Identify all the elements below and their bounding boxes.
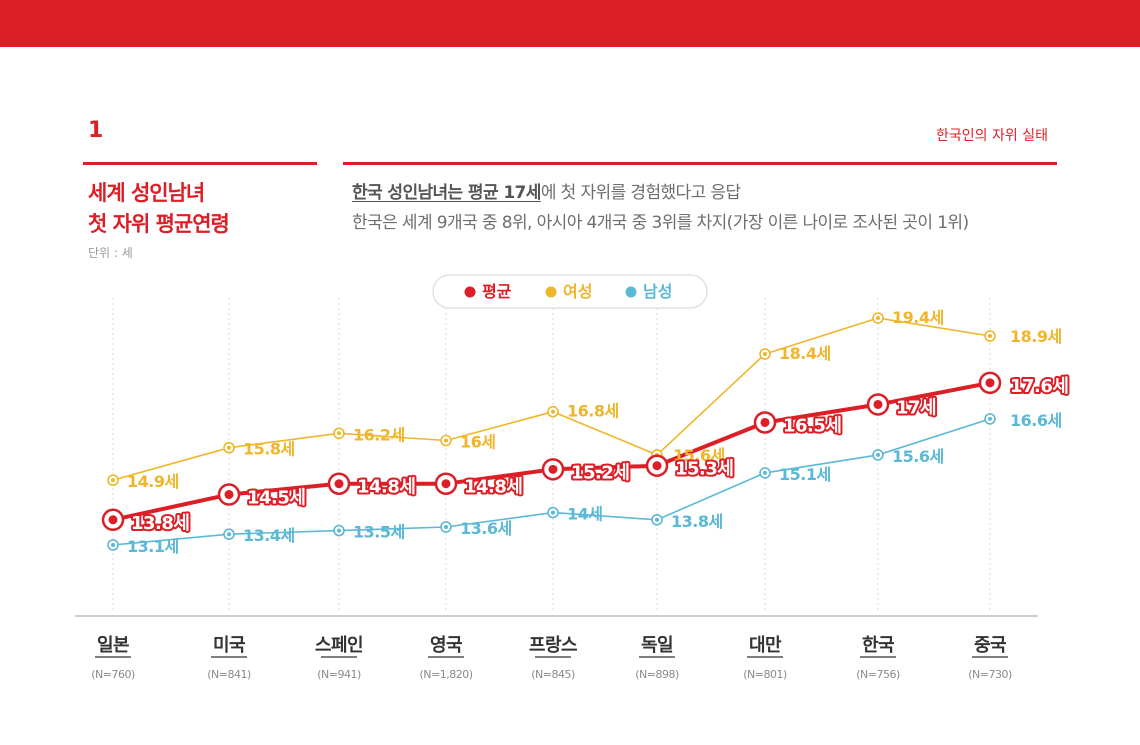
data-label-female: 19.4세 — [892, 308, 944, 327]
x-tick-label: 일본 — [97, 635, 129, 656]
point-core-male — [988, 416, 992, 421]
chart-title-line2: 첫 자위 평균연령 — [88, 212, 230, 236]
point-core-female — [551, 409, 555, 414]
legend-dot-average — [464, 286, 476, 298]
data-label-male: 13.1세 — [127, 537, 179, 556]
x-tick-label: 미국 — [213, 635, 245, 656]
x-tick-label: 영국 — [430, 635, 462, 656]
point-core-male — [655, 517, 659, 522]
data-label-average: 14.5세 — [247, 488, 305, 509]
legend-label-male: 남성 — [643, 282, 672, 301]
data-label-female: 18.4세 — [779, 344, 831, 363]
legend-dot-male — [625, 286, 637, 298]
chart-title: 세계 성인남녀 첫 자위 평균연령 — [88, 178, 230, 240]
section-title: 한국인의 자위 실태 — [936, 128, 1048, 144]
point-core-female — [444, 438, 448, 443]
divider-left — [83, 162, 317, 165]
data-label-male: 14세 — [567, 505, 603, 524]
data-label-male: 15.1세 — [779, 465, 831, 484]
top-banner — [0, 0, 1140, 47]
legend-label-female: 여성 — [563, 282, 592, 301]
point-core-male — [111, 543, 115, 547]
sample-size-label: (N=898) — [635, 668, 679, 681]
description-line2: 한국은 세계 9개국 중 8위, 아시아 4개국 중 3위를 차지(가장 이른 … — [352, 213, 969, 233]
data-label-female: 16.2세 — [353, 425, 405, 444]
point-core-female — [337, 431, 341, 436]
sample-size-label: (N=845) — [531, 668, 575, 681]
data-label-male: 13.8세 — [671, 512, 723, 531]
unit-label: 단위 : 세 — [88, 246, 133, 260]
point-core-male — [876, 452, 880, 457]
x-tick-label: 중국 — [974, 635, 1006, 656]
point-core-female — [763, 352, 767, 357]
data-label-female: 15.8세 — [243, 440, 295, 459]
data-label-female: 16.8세 — [567, 402, 619, 421]
point-core-average — [548, 464, 558, 474]
data-label-female: 15.6세 — [673, 446, 725, 465]
data-label-male: 16.6세 — [1010, 411, 1062, 430]
sample-size-label: (N=841) — [207, 668, 251, 681]
point-core-male — [763, 470, 767, 475]
divider-right — [343, 162, 1057, 165]
point-core-average — [985, 378, 995, 388]
legend-label-average: 평균 — [482, 282, 512, 301]
chart-description: 한국 성인남녀는 평균 17세에 첫 자위를 경험했다고 응답 한국은 세계 9… — [352, 178, 969, 238]
x-tick-label: 대만 — [749, 635, 782, 656]
data-label-average: 17세 — [896, 397, 936, 418]
point-core-male — [551, 510, 555, 515]
data-label-male: 13.4세 — [243, 526, 295, 545]
data-label-average: 13.8세 — [131, 513, 189, 534]
point-core-average — [108, 515, 118, 525]
point-core-average — [760, 417, 770, 427]
data-label-female: 14.9세 — [127, 472, 179, 491]
legend-box — [432, 274, 708, 309]
data-label-female: 18.9세 — [1010, 327, 1062, 346]
point-core-male — [227, 532, 231, 537]
description-line1: 한국 성인남녀는 평균 17세에 첫 자위를 경험했다고 응답 — [352, 178, 968, 208]
data-label-average: 14.8세 — [464, 477, 522, 498]
sample-size-label: (N=801) — [743, 668, 787, 681]
point-core-average — [873, 399, 883, 409]
x-tick-label: 프랑스 — [529, 635, 577, 656]
page-number: 1 — [88, 118, 104, 143]
point-core-male — [337, 528, 341, 533]
point-core-male — [444, 524, 448, 529]
description-line1-rest: 에 첫 자위를 경험했다고 응답 — [540, 183, 741, 203]
data-label-male: 13.6세 — [460, 519, 512, 538]
sample-size-label: (N=1,820) — [419, 668, 472, 681]
sample-size-label: (N=756) — [856, 668, 900, 681]
x-tick-label: 독일 — [641, 635, 673, 656]
point-core-average — [652, 461, 662, 471]
point-core-average — [224, 490, 234, 500]
point-core-average — [334, 479, 344, 489]
x-tick-label: 스페인 — [315, 635, 363, 656]
sample-size-label: (N=730) — [968, 668, 1012, 681]
point-core-female — [988, 334, 992, 339]
x-tick-label: 한국 — [862, 635, 894, 656]
data-label-male: 15.6세 — [892, 447, 944, 466]
data-label-average: 15.3세 — [675, 459, 733, 480]
sample-size-label: (N=941) — [317, 668, 361, 681]
point-core-female — [111, 478, 115, 483]
data-label-average: 14.8세 — [357, 477, 415, 498]
data-label-female: 16세 — [460, 433, 496, 452]
data-label-male: 13.5세 — [353, 523, 405, 542]
point-core-female — [876, 316, 880, 320]
data-label-average: 15.2세 — [571, 462, 629, 483]
legend-dot-female — [545, 286, 557, 298]
data-label-average: 17.6세 — [1010, 376, 1068, 397]
data-label-average: 16.5세 — [783, 415, 841, 436]
chart-title-line1: 세계 성인남녀 — [88, 181, 205, 205]
sample-size-label: (N=760) — [91, 668, 135, 681]
point-core-female — [227, 445, 231, 450]
point-core-average — [441, 479, 451, 489]
description-highlight: 한국 성인남녀는 평균 17세 — [352, 183, 541, 203]
